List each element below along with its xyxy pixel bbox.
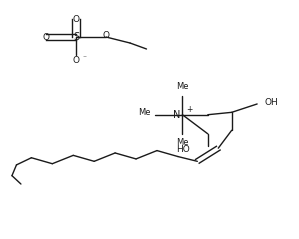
Text: HO: HO <box>176 145 190 154</box>
Text: O: O <box>73 15 80 24</box>
Text: O: O <box>103 31 110 40</box>
Text: O: O <box>43 33 50 42</box>
Text: ⁻: ⁻ <box>83 53 87 62</box>
Text: Me: Me <box>176 82 189 91</box>
Text: Me: Me <box>138 108 151 117</box>
Text: S: S <box>73 32 79 42</box>
Text: +: + <box>186 105 192 114</box>
Text: N: N <box>173 110 180 120</box>
Text: Me: Me <box>176 138 189 147</box>
Text: OH: OH <box>265 98 278 107</box>
Text: O: O <box>73 56 80 65</box>
